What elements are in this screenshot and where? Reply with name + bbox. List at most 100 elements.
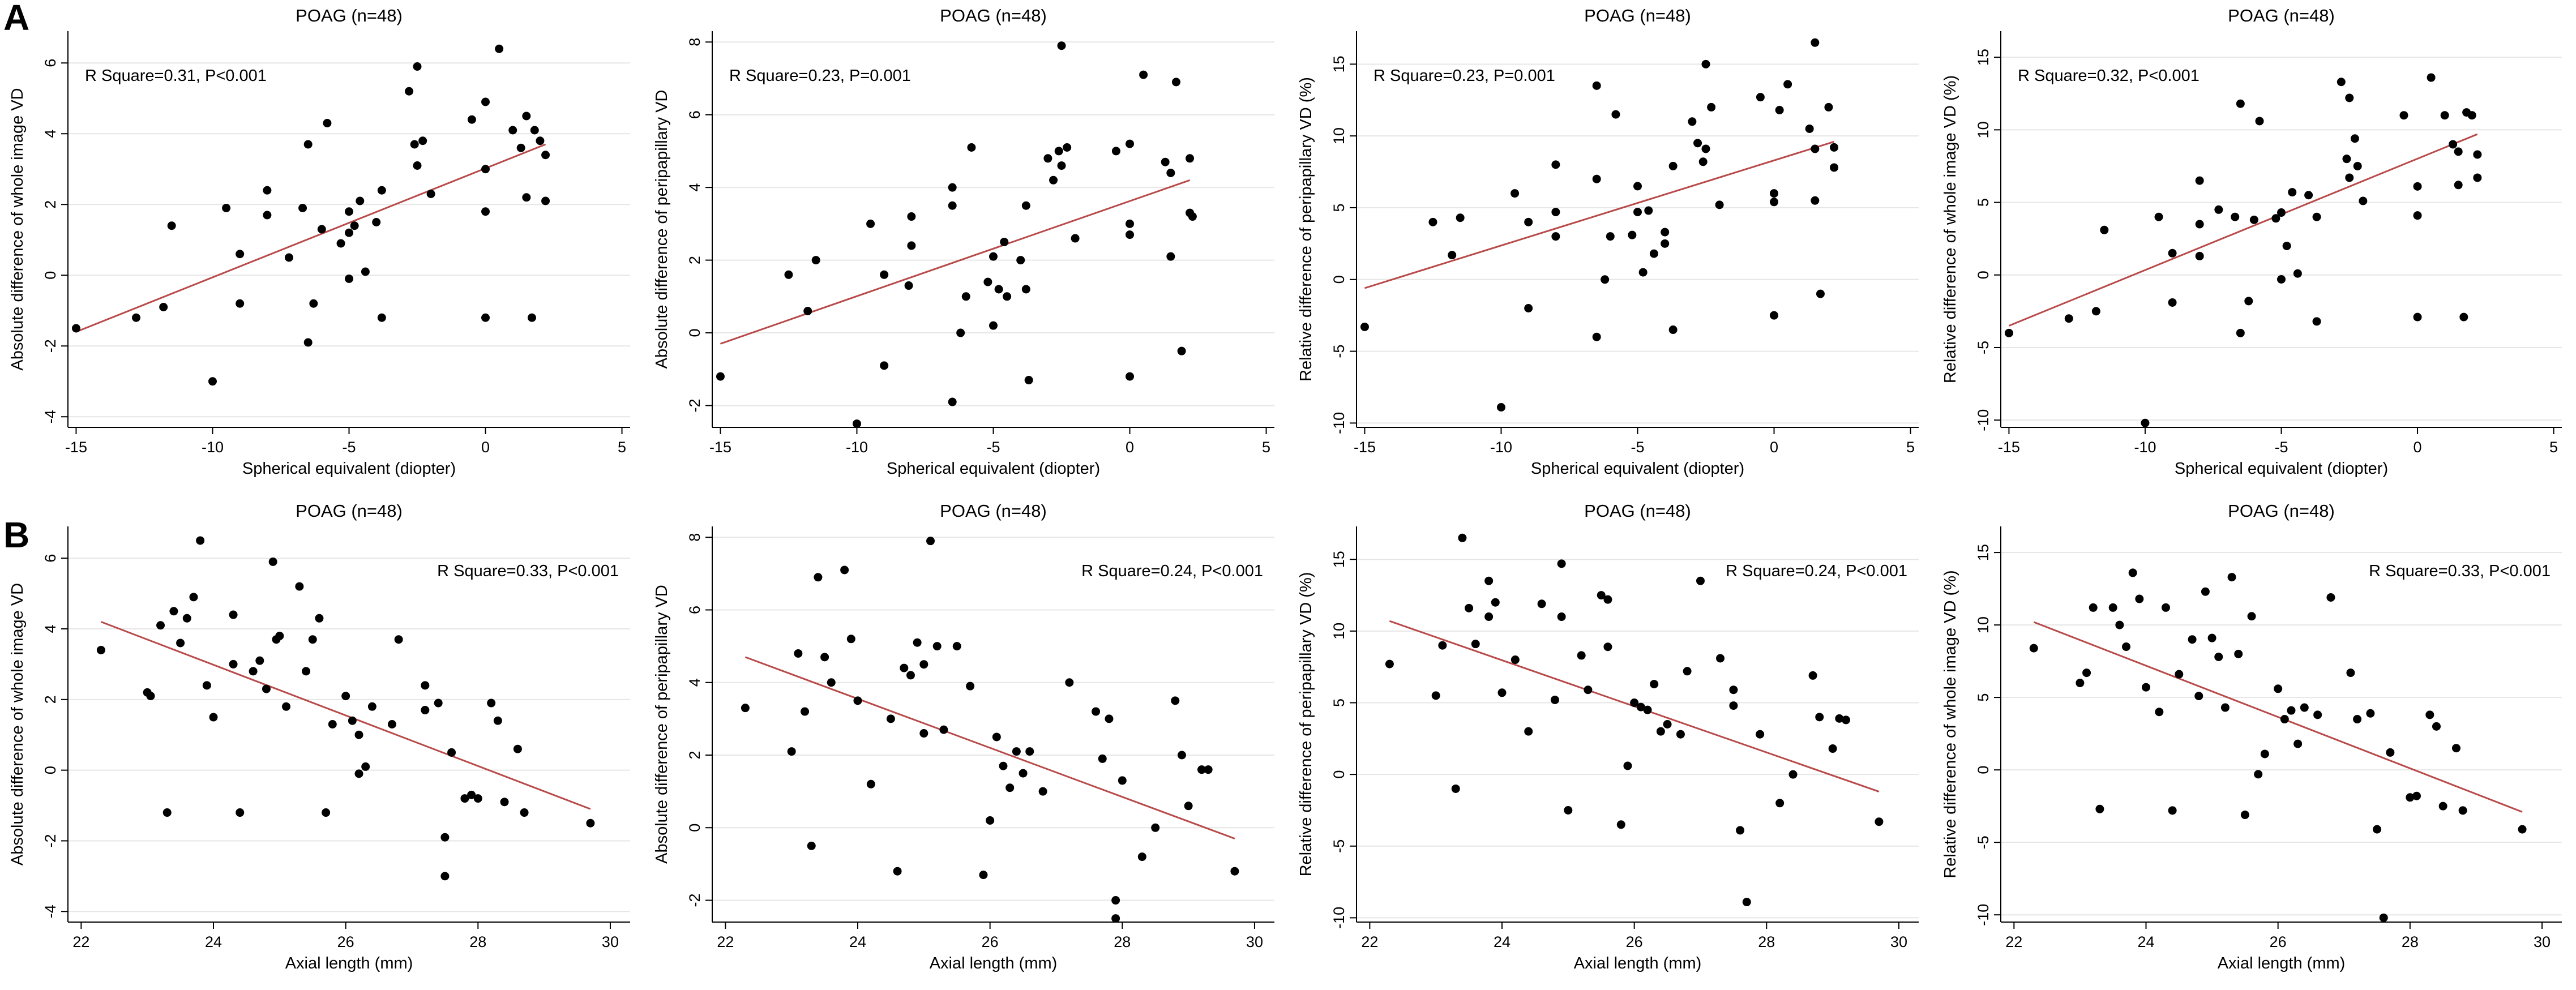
r-square-annotation: R Square=0.32, P<0.001 [2018, 67, 2200, 85]
data-point [268, 557, 277, 566]
data-point [1715, 200, 1724, 209]
data-point [948, 201, 957, 210]
y-tick-label: 6 [686, 606, 703, 614]
data-point [2288, 188, 2297, 197]
y-tick-label: -2 [42, 339, 59, 353]
r-square-annotation: R Square=0.31, P<0.001 [85, 67, 267, 85]
data-point [1649, 249, 1658, 258]
data-point [2282, 241, 2291, 250]
data-point [2100, 225, 2109, 234]
data-point [2064, 314, 2073, 323]
y-tick-label: 0 [1330, 275, 1347, 284]
data-point [367, 702, 376, 711]
data-point [229, 610, 238, 619]
x-tick-label: 5 [1906, 439, 1915, 456]
data-point [447, 748, 456, 757]
data-point [1204, 765, 1213, 774]
y-tick-label: 10 [1330, 127, 1347, 144]
data-point [1630, 698, 1639, 708]
data-point [1824, 102, 1833, 112]
data-point [1005, 783, 1015, 792]
data-point [2412, 791, 2421, 800]
data-point [820, 653, 829, 662]
data-point [1126, 139, 1135, 148]
data-point [2379, 913, 2388, 922]
data-point [1063, 143, 1072, 152]
data-point [2326, 593, 2335, 602]
data-point [1537, 599, 1546, 608]
y-tick-label: 15 [1975, 49, 1992, 66]
data-point [345, 275, 353, 283]
data-point [222, 204, 231, 212]
data-point [1756, 93, 1765, 102]
data-point [309, 299, 318, 308]
data-point [2280, 715, 2289, 724]
data-point [1038, 787, 1047, 796]
data-point [176, 638, 185, 648]
y-tick-label: 0 [1330, 770, 1347, 779]
data-point [1448, 251, 1457, 260]
data-point [1171, 696, 1180, 705]
data-point [317, 225, 326, 234]
data-point [2082, 668, 2091, 678]
data-point [900, 663, 909, 672]
data-point [530, 126, 539, 135]
data-point [2255, 117, 2264, 126]
data-point [426, 190, 435, 198]
data-point [2194, 692, 2203, 701]
data-point [1105, 714, 1114, 723]
data-point [956, 328, 965, 337]
data-point [2427, 73, 2436, 82]
data-point [2214, 205, 2223, 214]
data-point [1643, 705, 1652, 714]
data-point [992, 732, 1001, 742]
data-point [1628, 230, 1637, 239]
x-tick-label: 30 [2534, 933, 2551, 950]
data-point [1661, 228, 1670, 237]
data-point [989, 252, 998, 261]
data-point [1111, 147, 1120, 156]
data-point [236, 250, 245, 259]
data-point [361, 762, 370, 771]
x-tick-label: -15 [1354, 439, 1376, 456]
data-point [2089, 603, 2098, 612]
y-tick-label: 5 [1975, 693, 1992, 702]
data-point [2440, 111, 2449, 120]
data-point [303, 140, 313, 149]
data-point [508, 126, 517, 135]
data-point [341, 692, 350, 701]
y-tick-label: 0 [1975, 271, 1992, 279]
x-tick-label: -5 [342, 439, 356, 456]
x-tick-label: 22 [2005, 933, 2022, 950]
y-tick-label: 0 [686, 329, 703, 337]
data-point [1783, 80, 1792, 89]
data-point [2293, 739, 2303, 748]
x-tick-label: 24 [205, 933, 222, 950]
x-tick-label: -10 [1490, 439, 1512, 456]
data-point [814, 573, 823, 582]
y-tick-label: 0 [686, 824, 703, 832]
y-tick-label: -4 [42, 410, 59, 423]
data-point [2236, 99, 2245, 108]
data-point [354, 769, 363, 778]
y-axis-label: Relative difference of peripapillary VD … [1297, 572, 1315, 877]
data-point [1003, 292, 1012, 301]
data-point [275, 631, 284, 640]
x-tick-label: 24 [1494, 933, 1510, 950]
chart-b4: 22 24 26 28 30 -10 -5 0 5 10 15 POAG (n=48) Axial le… [1941, 501, 2562, 972]
data-point [1071, 234, 1080, 243]
data-point [1551, 232, 1560, 241]
x-axis-label: Axial length (mm) [285, 954, 413, 972]
data-point [1633, 182, 1642, 191]
chart-a1: -15 -10 -5 0 5 -4 -2 0 2 4 6 POAG (n=48) Spherical e… [8, 6, 630, 478]
data-point [913, 638, 922, 647]
data-point [481, 313, 490, 322]
x-tick-label: 26 [1626, 933, 1643, 950]
data-point [522, 193, 531, 202]
y-axis-label: Relative difference of peripapillary VD … [1297, 77, 1315, 382]
data-point [803, 306, 812, 315]
data-point [487, 698, 496, 708]
data-point [1668, 325, 1678, 335]
data-point [807, 841, 816, 850]
data-point [2029, 644, 2038, 653]
